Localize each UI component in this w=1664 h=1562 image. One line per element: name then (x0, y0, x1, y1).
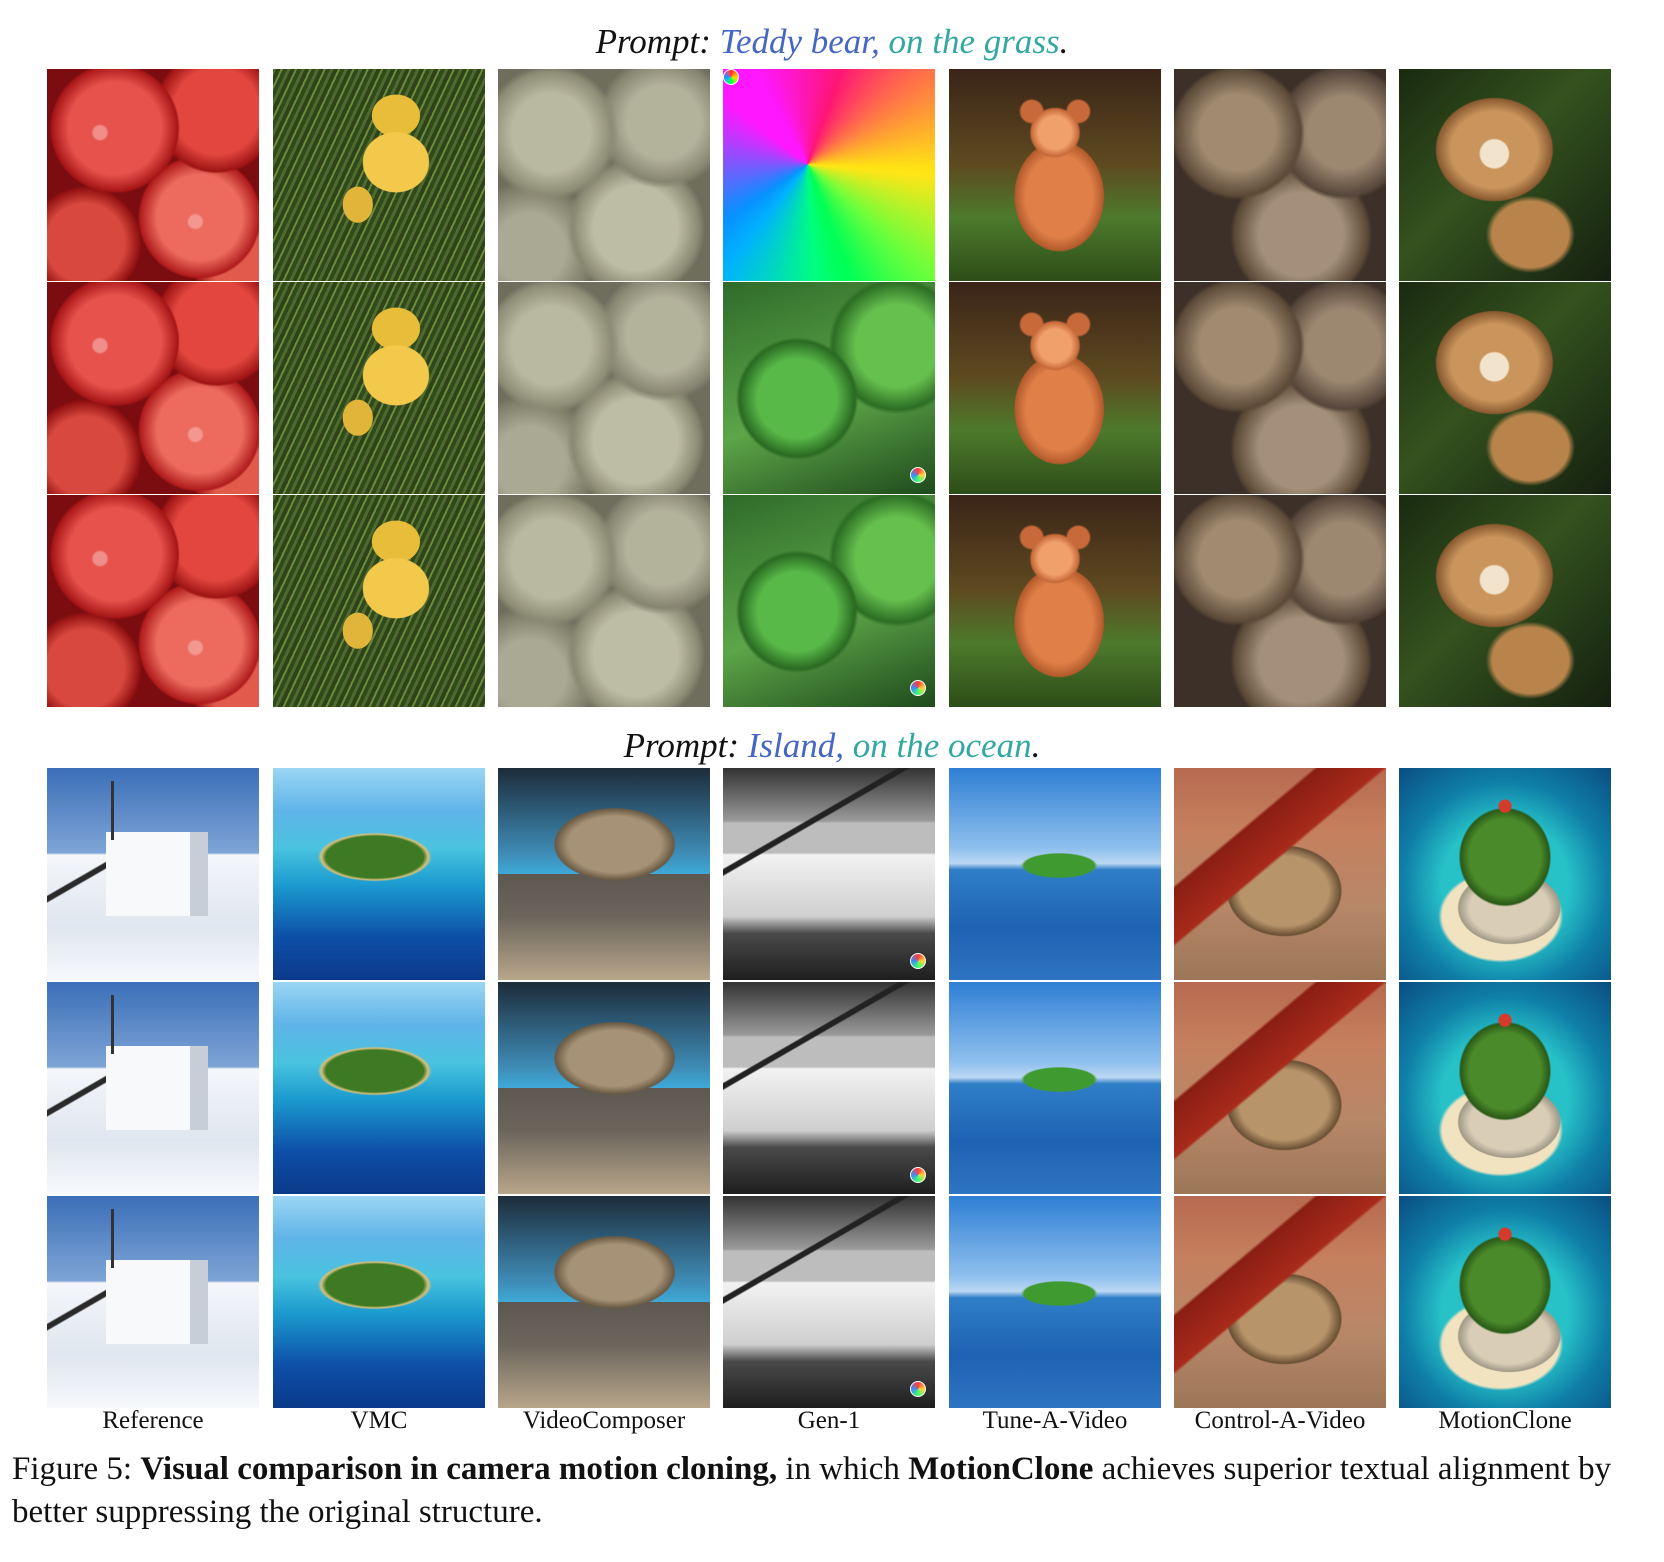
prompt-island: Prompt: Island, on the ocean. (0, 726, 1664, 766)
frame-vmc-2 (273, 282, 485, 494)
frame-vmc-2 (273, 982, 485, 1194)
frame-controlavideo-1 (1174, 69, 1386, 281)
frame-reference-3 (47, 495, 259, 707)
frame-tuneavideo-3 (949, 1196, 1161, 1408)
frame-videocomposer-2 (498, 982, 710, 1194)
column-label-motionclone: MotionClone (1438, 1407, 1572, 1434)
figure-caption: Figure 5: Visual comparison in camera mo… (12, 1448, 1652, 1534)
frame-gen1-2 (723, 982, 935, 1194)
prompt-context: on the grass (888, 22, 1060, 61)
frame-controlavideo-3 (1174, 495, 1386, 707)
frame-controlavideo-1 (1174, 768, 1386, 980)
prompt-subject: Island (747, 726, 836, 765)
column-label-vmc: VMC (350, 1407, 408, 1434)
prompt-separator: , (835, 726, 845, 765)
caption-bold-method: MotionClone (908, 1451, 1094, 1487)
frame-reference-2 (47, 982, 259, 1194)
frame-videocomposer-1 (498, 69, 710, 281)
frame-videocomposer-1 (498, 768, 710, 980)
frame-tuneavideo-2 (949, 282, 1161, 494)
prompt-subject: Teddy bear (719, 22, 872, 61)
frame-tuneavideo-1 (949, 69, 1161, 281)
frame-gen1-2 (723, 282, 935, 494)
prompt-context: on the ocean (852, 726, 1032, 765)
frame-controlavideo-3 (1174, 1196, 1386, 1408)
prompt-teddy-bear: Prompt: Teddy bear, on the grass. (0, 22, 1664, 62)
prompt-label: Prompt: (595, 22, 711, 61)
column-label-gen1: Gen-1 (797, 1407, 861, 1434)
caption-text-1: in which (785, 1451, 900, 1487)
prompt-end: . (1031, 726, 1041, 765)
frame-controlavideo-2 (1174, 982, 1386, 1194)
frame-vmc-1 (273, 768, 485, 980)
frame-gen1-1 (723, 768, 935, 980)
frame-tuneavideo-1 (949, 768, 1161, 980)
frame-vmc-1 (273, 69, 485, 281)
frame-reference-3 (47, 1196, 259, 1408)
frame-gen1-3 (723, 495, 935, 707)
column-label-reference: Reference (102, 1407, 204, 1434)
caption-text-2: achieves superior textual alignment by b… (12, 1451, 1612, 1530)
frame-controlavideo-2 (1174, 282, 1386, 494)
prompt-end: . (1059, 22, 1069, 61)
frame-motionclone-1 (1399, 69, 1611, 281)
frame-motionclone-2 (1399, 282, 1611, 494)
frame-tuneavideo-2 (949, 982, 1161, 1194)
frame-reference-2 (47, 282, 259, 494)
frame-vmc-3 (273, 1196, 485, 1408)
frame-motionclone-3 (1399, 495, 1611, 707)
frame-videocomposer-3 (498, 495, 710, 707)
frame-reference-1 (47, 768, 259, 980)
frame-motionclone-3 (1399, 1196, 1611, 1408)
frame-gen1-3 (723, 1196, 935, 1408)
caption-bold-title: Visual comparison in camera motion cloni… (140, 1451, 778, 1487)
figure-number: Figure 5: (12, 1451, 133, 1487)
prompt-label: Prompt: (623, 726, 740, 765)
column-label-controlavideo: Control-A-Video (1194, 1407, 1366, 1434)
frame-reference-1 (47, 69, 259, 281)
prompt-separator: , (871, 22, 880, 61)
frame-motionclone-2 (1399, 982, 1611, 1194)
column-label-videocomposer: VideoComposer (522, 1407, 686, 1434)
frame-vmc-3 (273, 495, 485, 707)
frame-tuneavideo-3 (949, 495, 1161, 707)
frame-motionclone-1 (1399, 768, 1611, 980)
frame-videocomposer-3 (498, 1196, 710, 1408)
frame-videocomposer-2 (498, 282, 710, 494)
frame-gen1-1 (723, 69, 935, 281)
column-label-tuneavideo: Tune-A-Video (982, 1407, 1128, 1434)
